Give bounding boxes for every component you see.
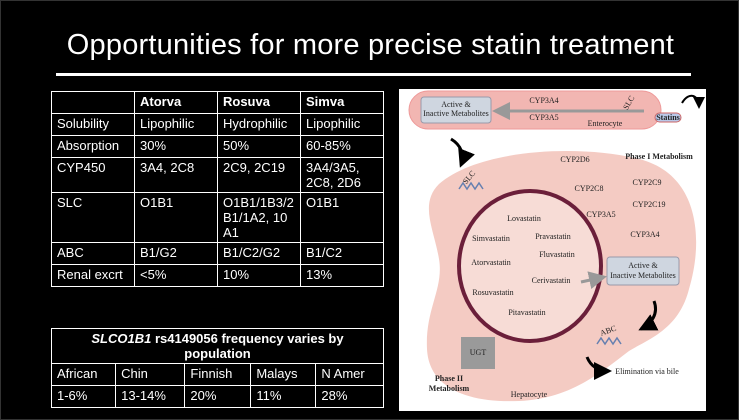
arrow bbox=[450, 137, 475, 168]
diagram-label: Enterocyte bbox=[588, 119, 623, 128]
caption-cell: SLCO1B1 rs4149056 frequency varies by po… bbox=[51, 328, 384, 364]
diagram-label: CYP3A4 bbox=[529, 96, 558, 105]
table-cell: O1B1 bbox=[300, 192, 384, 243]
diagram-label: Fluvastatin bbox=[539, 250, 575, 259]
diagram-label: Elimination via bile bbox=[615, 367, 679, 376]
row-label: ABC bbox=[51, 242, 135, 265]
row-label: Renal excrt bbox=[51, 264, 135, 287]
gene-name: SLCO1B1 bbox=[91, 331, 152, 346]
header-row: Atorva Rosuva Simva bbox=[51, 91, 384, 114]
diagram-label: CYP3A4 bbox=[630, 230, 659, 239]
diagram-label: Atorvastatin bbox=[471, 258, 511, 267]
diagram-label: Pitavastatin bbox=[508, 308, 545, 317]
transporter bbox=[458, 181, 484, 191]
frequency-value: 20% bbox=[184, 385, 252, 408]
arrow bbox=[580, 271, 607, 289]
diagram-label: CYP2C19 bbox=[633, 200, 666, 209]
diagram-label: CYP3A5 bbox=[586, 210, 615, 219]
diagram-label: CYP2C9 bbox=[633, 178, 662, 187]
table-row: Renal excrt <5% 10% 13% bbox=[51, 264, 384, 287]
frequency-value: 13-14% bbox=[115, 385, 186, 408]
diagram-label: Lovastatin bbox=[507, 214, 541, 223]
diagram-label: Cerivastatin bbox=[532, 276, 571, 285]
table-row: Solubility Lipophilic Hydrophilic Lipophili… bbox=[51, 113, 384, 136]
table-cell: Lipophilic bbox=[300, 113, 384, 136]
metabolite-box bbox=[420, 96, 492, 124]
population-name: Chin bbox=[115, 363, 186, 386]
caption-text: rs4149056 frequency varies by population bbox=[154, 331, 344, 361]
statin-circle bbox=[457, 189, 603, 343]
diagram-label: Metabolism bbox=[429, 384, 470, 393]
table-cell: <5% bbox=[134, 264, 218, 287]
table-cell: 10% bbox=[217, 264, 301, 287]
table-cell: O1B1 bbox=[134, 192, 218, 243]
row-label: Absorption bbox=[51, 135, 135, 158]
frequency-value: 28% bbox=[315, 385, 384, 408]
table-cell: Hydrophilic bbox=[217, 113, 301, 136]
table-cell: B1/C2 bbox=[300, 242, 384, 265]
ugt-box bbox=[461, 337, 495, 369]
diagram-label: Hepatocyte bbox=[511, 390, 548, 399]
frequency-value: 1-6% bbox=[50, 385, 117, 408]
diagram-label: Simvastatin bbox=[472, 234, 510, 243]
table-cell: 3A4/3A5, 2C8, 2D6 bbox=[300, 157, 384, 193]
diagram-label: Phase II bbox=[435, 374, 463, 383]
header-cell bbox=[51, 91, 135, 114]
header-cell: Simva bbox=[300, 91, 384, 114]
table-cell: Lipophilic bbox=[134, 113, 218, 136]
table-cell: 13% bbox=[300, 264, 384, 287]
table-cell: B1/C2/G2 bbox=[217, 242, 301, 265]
diagram-label: Active & bbox=[441, 100, 471, 109]
row-label: Solubility bbox=[51, 113, 135, 136]
header-cell: Atorva bbox=[134, 91, 218, 114]
slide-title: Opportunities for more precise statin tr… bbox=[66, 29, 675, 61]
population-name: African bbox=[50, 363, 117, 386]
diagram-label: CYP3A5 bbox=[529, 113, 558, 122]
table-cell: O1B1/1B3/2B1/1A2, 10A1 bbox=[217, 192, 301, 243]
value-row: 1-6% 13-14% 20% 11% 28% bbox=[50, 385, 384, 408]
diagram-label: Pravastatin bbox=[535, 232, 571, 241]
diagram-label: Rosuvastatin bbox=[472, 288, 513, 297]
row-label: SLC bbox=[51, 192, 135, 243]
population-name: Malays bbox=[250, 363, 317, 386]
table-cell: 50% bbox=[217, 135, 301, 158]
diagram-label: Active & bbox=[628, 261, 658, 270]
table-row: CYP450 3A4, 2C8 2C9, 2C19 3A4/3A5, 2C8, 2D6 bbox=[51, 157, 384, 193]
diagram-label: CYP2D6 bbox=[560, 155, 589, 164]
diagram-label: UGT bbox=[470, 348, 487, 357]
table-cell: 2C9, 2C19 bbox=[217, 157, 301, 193]
diagram-label: Phase I Metabolism bbox=[625, 152, 693, 161]
statin-table: Atorva Rosuva Simva Solubility Lipophilic… bbox=[51, 91, 384, 287]
diagram-label: CYP2C8 bbox=[575, 184, 604, 193]
table-row: SLC O1B1 O1B1/1B3/2B1/1A2, 10A1 O1B1 bbox=[51, 192, 384, 243]
table-cell: B1/G2 bbox=[134, 242, 218, 265]
row-label: CYP450 bbox=[51, 157, 135, 193]
table-row: ABC B1/G2 B1/C2/G2 B1/C2 bbox=[51, 242, 384, 265]
table-row: Absorption 30% 50% 60-85% bbox=[51, 135, 384, 158]
arrow bbox=[681, 94, 705, 109]
diagram-label: Inactive Metabolites bbox=[423, 109, 489, 118]
metabolite-box bbox=[606, 256, 680, 286]
header-cell: Rosuva bbox=[217, 91, 301, 114]
table-cell: 30% bbox=[134, 135, 218, 158]
diagram-label: Statins bbox=[656, 113, 680, 122]
frequency-table: SLCO1B1 rs4149056 frequency varies by po… bbox=[50, 328, 384, 408]
population-name: N Amer bbox=[315, 363, 384, 386]
arrow bbox=[638, 300, 659, 331]
transporter bbox=[596, 336, 622, 346]
arrow bbox=[585, 356, 612, 380]
table-cell: 3A4, 2C8 bbox=[134, 157, 218, 193]
frequency-value: 11% bbox=[250, 385, 317, 408]
title-rule bbox=[56, 73, 691, 76]
header-row: African Chin Finnish Malays N Amer bbox=[50, 363, 384, 386]
table-cell: 60-85% bbox=[300, 135, 384, 158]
statin-pill bbox=[654, 112, 682, 123]
caption-row: SLCO1B1 rs4149056 frequency varies by po… bbox=[51, 328, 384, 364]
diagram-label: Inactive Metabolites bbox=[610, 271, 676, 280]
population-name: Finnish bbox=[184, 363, 252, 386]
